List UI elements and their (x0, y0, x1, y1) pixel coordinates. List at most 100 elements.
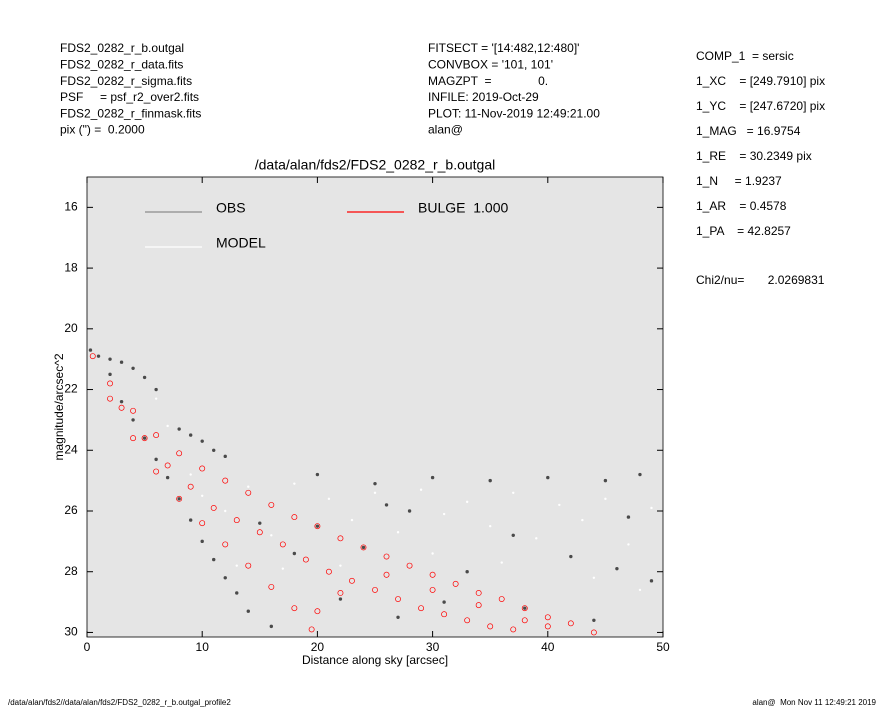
data-point (188, 433, 193, 437)
y-tick-label: 26 (64, 503, 78, 517)
parameter-line: 1_N = 1.9237 (696, 174, 782, 188)
data-point (603, 478, 608, 483)
data-point (131, 366, 135, 370)
y-tick-label: 30 (64, 625, 78, 639)
data-point (475, 602, 482, 609)
data-point (302, 556, 309, 563)
data-point (383, 571, 390, 578)
data-point (465, 570, 469, 574)
data-point (224, 509, 227, 513)
data-point (489, 524, 492, 528)
x-tick-label: 0 (84, 640, 91, 654)
header-left-line: FDS2_0282_r_b.outgal (60, 41, 184, 55)
data-point (235, 591, 239, 595)
data-point (96, 354, 101, 358)
footer-right: alan@ Mon Nov 11 12:49:21 2019 (752, 698, 876, 707)
plot-frame (86, 176, 664, 638)
data-point (431, 552, 434, 555)
data-point (268, 583, 275, 590)
data-point (233, 517, 240, 524)
data-point (153, 432, 160, 439)
data-point (626, 515, 631, 519)
data-point (108, 372, 112, 377)
data-point (210, 505, 217, 511)
parameter-line: 1_PA = 42.8257 (696, 224, 791, 238)
data-point (627, 543, 630, 546)
parameter-line: COMP_1 = sersic (696, 49, 794, 63)
y-tick-label: 18 (64, 260, 78, 274)
data-point (487, 623, 494, 630)
data-point (649, 579, 654, 583)
header-left-line: FDS2_0282_r_finmask.fits (60, 106, 201, 120)
data-point (119, 399, 124, 404)
header-middle-line: PLOT: 11-Nov-2019 12:49:21.00 (428, 106, 600, 120)
data-point (176, 495, 183, 502)
data-point (235, 564, 238, 567)
data-point (475, 590, 482, 596)
parameter-line: 1_AR = 0.4578 (696, 199, 787, 213)
data-point (544, 614, 551, 621)
data-point (154, 387, 158, 392)
data-point (153, 468, 160, 475)
data-point (107, 380, 113, 387)
data-point (406, 562, 413, 569)
x-tick-label: 30 (426, 640, 440, 654)
data-point (558, 503, 561, 507)
data-point (268, 501, 275, 508)
data-point (430, 475, 435, 480)
data-point (188, 518, 193, 522)
data-point (315, 524, 320, 528)
data-point (521, 605, 528, 612)
data-point (396, 531, 400, 534)
data-point (176, 450, 183, 457)
data-point (373, 481, 377, 486)
data-point (650, 506, 653, 510)
data-point (407, 509, 412, 513)
data-point (360, 544, 367, 551)
data-point (372, 586, 378, 593)
header-left-line: FDS2_0282_r_data.fits (60, 57, 183, 71)
data-point (592, 618, 596, 623)
data-point (419, 488, 423, 491)
data-point (154, 457, 158, 462)
data-point (337, 590, 344, 596)
data-point (177, 427, 181, 431)
header-left-line: PSF = psf_r2_over2.fits (60, 90, 199, 104)
data-point (521, 617, 528, 624)
data-point (269, 624, 274, 629)
data-point (339, 564, 342, 567)
data-point (292, 551, 297, 556)
data-point (498, 596, 505, 602)
data-point (89, 353, 96, 360)
data-point (247, 485, 250, 488)
data-point (361, 545, 366, 550)
data-point (308, 626, 315, 633)
data-point (638, 588, 642, 592)
parameter-line: 1_YC = [247.6720] pix (696, 99, 825, 113)
data-point (464, 617, 471, 624)
data-point (291, 605, 298, 612)
data-point (511, 533, 515, 537)
data-point (199, 520, 206, 527)
data-point (245, 489, 252, 496)
data-point (199, 465, 206, 472)
y-tick-label: 20 (64, 321, 78, 335)
chi2: Chi2/nu= 2.0269831 (696, 273, 825, 287)
data-point (141, 435, 148, 442)
data-point (535, 537, 538, 540)
data-point (177, 497, 181, 501)
header-middle-line: FITSECT = '[14:482,12:480]' (428, 41, 579, 55)
data-point (615, 566, 619, 571)
data-point (441, 611, 448, 618)
data-point (567, 620, 574, 627)
data-point (222, 541, 229, 548)
data-point (212, 557, 216, 562)
header-middle-line: CONVBOX = '101, 101' (428, 57, 553, 71)
data-point (88, 348, 93, 352)
data-point (201, 494, 204, 498)
data-point (337, 535, 344, 542)
data-point (488, 478, 492, 483)
header-middle-line: alan@ (428, 123, 463, 137)
legend-label: MODEL (216, 235, 266, 251)
